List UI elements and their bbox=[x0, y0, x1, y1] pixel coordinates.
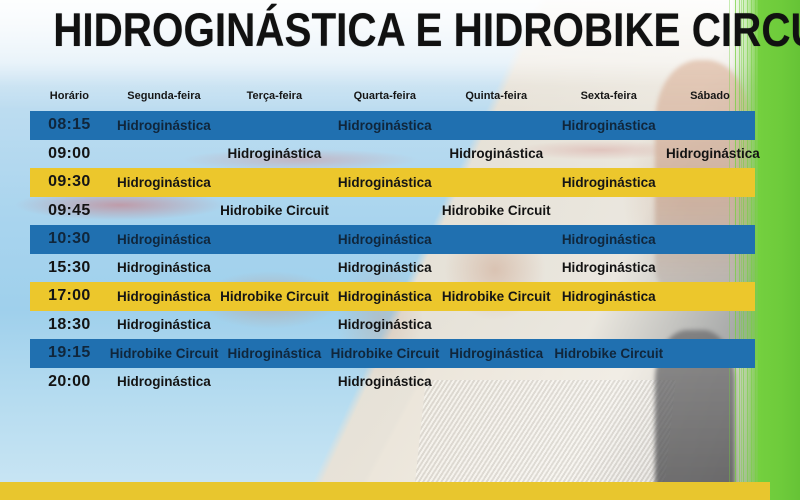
schedule-class-cell: Hidroginástica bbox=[329, 282, 440, 311]
schedule-table: Horário Segunda-feira Terça-feira Quarta-fe… bbox=[30, 84, 760, 397]
schedule-class-cell: Hidroginástica bbox=[329, 111, 440, 140]
schedule-class-cell: Hidroginástica bbox=[337, 374, 432, 390]
schedule-row: 20:00 Hidroginástica Hidroginástica bbox=[30, 368, 755, 397]
schedule-class-cell bbox=[440, 225, 553, 254]
schedule-class-cell bbox=[330, 197, 440, 226]
schedule-class-cell: Hidroginástica bbox=[108, 282, 220, 311]
schedule-row: 10:30 Hidroginástica Hidroginástica Hidrogi… bbox=[30, 225, 755, 254]
schedule-row: 18:30 Hidroginástica Hidroginástica bbox=[30, 311, 755, 340]
schedule-class-cell: Hidroginástica bbox=[117, 317, 211, 333]
schedule-time-cell: 08:15 bbox=[30, 111, 109, 140]
schedule-class-cell: Hidrobike Circuit bbox=[441, 203, 551, 219]
schedule-class-cell bbox=[109, 197, 219, 226]
schedule-class-cell bbox=[665, 197, 755, 226]
schedule-class-cell bbox=[664, 339, 755, 368]
schedule-class-cell bbox=[664, 225, 755, 254]
schedule-class-cell: Hidroginástica bbox=[552, 111, 665, 140]
schedule-class-cell bbox=[552, 140, 664, 169]
schedule-class-cell: Hidroginástica bbox=[440, 339, 553, 368]
schedule-class-cell: Hidroginástica bbox=[108, 168, 220, 197]
schedule-class-cell bbox=[665, 254, 755, 283]
schedule-class-cell bbox=[219, 168, 330, 197]
schedule-class-cell: Hidroginástica bbox=[561, 260, 656, 276]
schedule-class-cell: Hidrobike Circuit bbox=[220, 203, 329, 219]
schedule-class-cell bbox=[440, 254, 552, 283]
schedule-table-body: 08:15 Hidroginástica Hidroginástica Hidrogi… bbox=[30, 111, 760, 397]
schedule-class-cell bbox=[552, 311, 664, 340]
schedule-class-cell: Hidroginástica bbox=[337, 260, 432, 276]
schedule-class-cell bbox=[664, 111, 755, 140]
schedule-column-header: Quarta-feira bbox=[353, 90, 416, 102]
schedule-time-cell: 20:00 bbox=[48, 372, 91, 390]
schedule-time-cell: 17:00 bbox=[30, 282, 109, 311]
schedule-class-cell bbox=[440, 168, 553, 197]
schedule-row: 09:45 Hidrobike Circuit Hidrobike Circuit bbox=[30, 197, 755, 226]
schedule-class-cell: Hidrobike Circuit bbox=[329, 339, 440, 368]
page-title: HIDROGINÁSTICA E HIDROBIKE CIRCUIT bbox=[53, 3, 800, 56]
schedule-class-cell bbox=[219, 225, 330, 254]
schedule-row: 17:00 Hidroginástica Hidrobike Circuit Hidr… bbox=[30, 282, 755, 311]
schedule-class-cell: Hidroginástica bbox=[329, 168, 440, 197]
green-side-band bbox=[758, 0, 800, 500]
schedule-column-header: Segunda-feira bbox=[127, 90, 201, 102]
schedule-column-header: Quinta-feira bbox=[465, 90, 528, 102]
schedule-class-cell: Hidroginástica bbox=[552, 225, 665, 254]
schedule-time-cell: 09:45 bbox=[48, 201, 91, 219]
schedule-class-cell: Hidrobike Circuit bbox=[552, 339, 665, 368]
schedule-time-cell: 19:15 bbox=[30, 339, 109, 368]
schedule-class-cell bbox=[664, 282, 755, 311]
schedule-class-cell: Hidroginástica bbox=[665, 146, 760, 162]
schedule-class-cell bbox=[219, 254, 329, 283]
schedule-class-cell: Hidroginástica bbox=[117, 260, 211, 276]
schedule-row: 09:30 Hidroginástica Hidroginástica Hidrogi… bbox=[30, 168, 755, 197]
schedule-class-cell bbox=[665, 368, 755, 397]
schedule-class-cell: Hidroginástica bbox=[449, 146, 544, 162]
schedule-class-cell bbox=[440, 311, 552, 340]
schedule-header-row: Horário Segunda-feira Terça-feira Quarta-fe… bbox=[30, 84, 755, 111]
schedule-class-cell bbox=[219, 311, 329, 340]
schedule-class-cell: Hidroginástica bbox=[108, 111, 220, 140]
schedule-class-cell bbox=[440, 368, 552, 397]
schedule-column-header: Terça-feira bbox=[246, 90, 303, 102]
schedule-class-cell bbox=[219, 111, 330, 140]
schedule-class-cell: Hidrobike Circuit bbox=[108, 339, 220, 368]
schedule-class-cell bbox=[552, 368, 664, 397]
schedule-column-header: Horário bbox=[49, 90, 89, 102]
schedule-class-cell: Hidroginástica bbox=[337, 317, 432, 333]
schedule-class-cell bbox=[109, 140, 219, 169]
schedule-row: 08:15 Hidroginástica Hidroginástica Hidrogi… bbox=[30, 111, 755, 140]
schedule-class-cell: Hidrobike Circuit bbox=[440, 282, 553, 311]
schedule-class-cell bbox=[440, 111, 553, 140]
schedule-column-header: Sexta-feira bbox=[580, 90, 637, 102]
schedule-class-cell: Hidroginástica bbox=[117, 374, 211, 390]
schedule-class-cell bbox=[665, 311, 755, 340]
schedule-class-cell: Hidroginástica bbox=[219, 339, 330, 368]
schedule-column-header: Sábado bbox=[690, 90, 730, 102]
schedule-row: 15:30 Hidroginástica Hidroginástica Hidrogi… bbox=[30, 254, 755, 283]
schedule-table-container: Horário Segunda-feira Terça-feira Quarta-fe… bbox=[0, 84, 800, 404]
schedule-time-cell: 09:00 bbox=[48, 144, 91, 162]
schedule-class-cell: Hidroginástica bbox=[227, 146, 322, 162]
schedule-row: 19:15 Hidrobike Circuit Hidroginástica Hidr… bbox=[30, 339, 755, 368]
schedule-row: 09:00 Hidroginástica Hidroginástica Hidrogi… bbox=[30, 140, 760, 169]
schedule-table-head: Horário Segunda-feira Terça-feira Quarta-fe… bbox=[30, 84, 755, 111]
schedule-class-cell: Hidrobike Circuit bbox=[219, 282, 330, 311]
schedule-class-cell bbox=[664, 168, 755, 197]
schedule-time-cell: 09:30 bbox=[30, 168, 109, 197]
schedule-time-cell: 18:30 bbox=[48, 315, 91, 333]
schedule-class-cell: Hidroginástica bbox=[329, 225, 440, 254]
bottom-yellow-bar bbox=[0, 482, 770, 500]
schedule-class-cell: Hidroginástica bbox=[552, 168, 665, 197]
schedule-time-cell: 10:30 bbox=[30, 225, 109, 254]
schedule-class-cell bbox=[219, 368, 329, 397]
schedule-class-cell bbox=[552, 197, 664, 226]
schedule-class-cell bbox=[330, 140, 440, 169]
schedule-time-cell: 15:30 bbox=[48, 258, 91, 276]
schedule-class-cell: Hidroginástica bbox=[552, 282, 665, 311]
schedule-class-cell: Hidroginástica bbox=[108, 225, 220, 254]
